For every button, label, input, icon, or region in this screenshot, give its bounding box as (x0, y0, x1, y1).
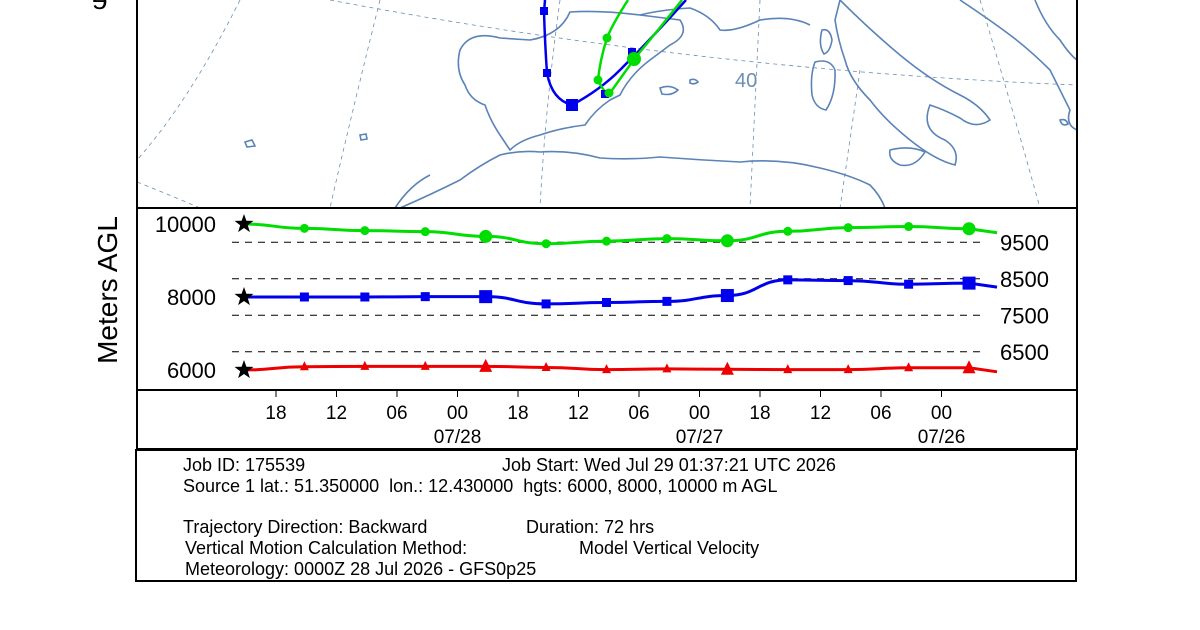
cut-off-label: ɘ (92, 0, 108, 15)
start-star-icon (234, 214, 254, 233)
y-axis-label: Meters AGL (92, 216, 123, 364)
data-point-marker (360, 292, 370, 302)
data-point-marker (783, 226, 793, 236)
green-trajectory-marker (593, 75, 603, 85)
data-point-marker (602, 364, 612, 374)
data-point-marker (843, 276, 853, 286)
x-tick-label: 12 (326, 403, 347, 424)
x-tick-label: 12 (568, 403, 589, 424)
duration: Duration: 72 hrs (526, 517, 655, 537)
time-axis-frame (136, 389, 1078, 450)
trajectory-direction: Trajectory Direction: Backward (183, 517, 428, 537)
source-info: Source 1 lat.: 51.350000 lon.: 12.430000… (183, 476, 778, 496)
data-point-marker (602, 297, 612, 307)
data-point-marker (843, 223, 853, 233)
x-tick-label: 00 (447, 403, 468, 424)
green-trajectory-marker (604, 88, 614, 98)
data-point-marker (420, 360, 430, 370)
x-tick-label: 00 (931, 403, 952, 424)
x-tick-label: 18 (507, 403, 528, 424)
y-tick-label-right: 7500 (1000, 303, 1049, 328)
data-point-marker (962, 360, 976, 374)
x-tick-label: 06 (870, 403, 891, 424)
data-point-marker (962, 276, 976, 290)
blue-trajectory-marker (566, 99, 578, 111)
data-point-marker (479, 290, 493, 304)
y-tick-label-right: 9500 (1000, 230, 1049, 255)
green-trajectory-marker (627, 52, 641, 66)
map-graticule (137, 0, 1077, 208)
data-point-marker (662, 296, 672, 306)
x-date-label: 07/28 (434, 427, 482, 448)
x-tick-label: 06 (628, 403, 649, 424)
blue-trajectory-marker (543, 69, 551, 77)
meteorology: Meteorology: 0000Z 28 Jul 2026 - GFS0p25 (185, 559, 537, 579)
data-point-marker (662, 363, 672, 373)
data-point-marker (783, 364, 793, 374)
x-date-label: 07/27 (676, 427, 724, 448)
gridlines (232, 241, 982, 353)
data-point-marker (299, 292, 309, 302)
x-date-label: 07/26 (918, 427, 966, 448)
green-trajectory-marker (602, 33, 612, 43)
data-point-marker (662, 234, 672, 244)
vertical-motion-label: Vertical Motion Calculation Method: (185, 538, 468, 558)
data-point-marker (420, 227, 430, 237)
data-point-marker (541, 361, 551, 371)
data-point-marker (360, 226, 370, 236)
blue-trajectory-marker (540, 7, 548, 15)
y-tick-label-left: 8000 (167, 285, 216, 310)
map-panel: 40 (137, 0, 1077, 208)
data-point-marker (360, 360, 370, 370)
map-coastlines (243, 0, 1077, 208)
y-tick-label-right: 6500 (1000, 340, 1049, 365)
y-ticks: 10000 8000 6000 9500 8500 7500 6500 (155, 212, 1049, 383)
data-point-marker (904, 222, 914, 232)
data-point-marker (783, 275, 793, 285)
data-point-marker (420, 292, 430, 302)
data-point-marker (299, 361, 309, 371)
series-layer (234, 214, 998, 379)
blue-trajectory-marker (628, 48, 636, 56)
start-star-icon (234, 287, 254, 306)
vertical-motion-value: Model Vertical Velocity (579, 538, 760, 558)
x-tick-label: 18 (265, 403, 286, 424)
data-point-marker (541, 299, 551, 309)
latitude-label: 40 (735, 70, 757, 92)
data-point-marker (299, 223, 309, 233)
data-point-marker (541, 239, 551, 249)
data-point-marker (479, 358, 493, 372)
map-trajectories (540, 0, 687, 111)
data-point-marker (720, 289, 734, 303)
x-tick-label: 12 (810, 403, 831, 424)
job-info-panel: Job ID: 175539 Job Start: Wed Jul 29 01:… (135, 449, 1077, 582)
data-point-marker (479, 229, 493, 243)
y-tick-label-right: 8500 (1000, 267, 1049, 292)
data-point-marker (962, 222, 976, 236)
data-point-marker (602, 236, 612, 246)
data-point-marker (904, 279, 914, 289)
x-tick-label: 00 (689, 403, 710, 424)
job-id: Job ID: 175539 (183, 455, 306, 475)
start-star-icon (234, 360, 254, 379)
data-point-marker (720, 361, 734, 375)
x-ticks: 18 12 06 00 18 12 06 00 18 12 06 00 07/28 07/27 07/26 (265, 390, 965, 448)
y-tick-label-left: 6000 (167, 358, 216, 383)
job-start: Job Start: Wed Jul 29 01:37:21 UTC 2026 (502, 455, 836, 475)
data-point-marker (720, 234, 734, 248)
data-point-marker (904, 362, 914, 372)
x-tick-label: 06 (386, 403, 407, 424)
y-tick-label-left: 10000 (155, 212, 216, 237)
x-tick-label: 18 (749, 403, 770, 424)
data-point-marker (843, 364, 853, 374)
